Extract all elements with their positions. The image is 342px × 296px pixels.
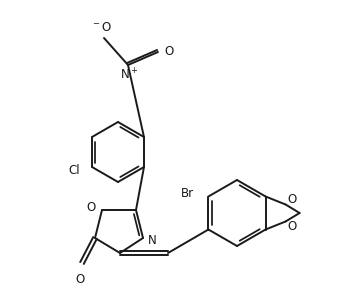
Text: N$^+$: N$^+$ [120,67,138,82]
Text: Cl: Cl [68,163,80,176]
Text: O: O [164,44,173,57]
Text: $^-$O: $^-$O [91,21,113,34]
Text: O: O [288,220,297,233]
Text: O: O [87,200,96,213]
Text: O: O [75,273,84,286]
Text: N: N [148,234,157,247]
Text: Br: Br [181,187,194,200]
Text: O: O [288,193,297,206]
